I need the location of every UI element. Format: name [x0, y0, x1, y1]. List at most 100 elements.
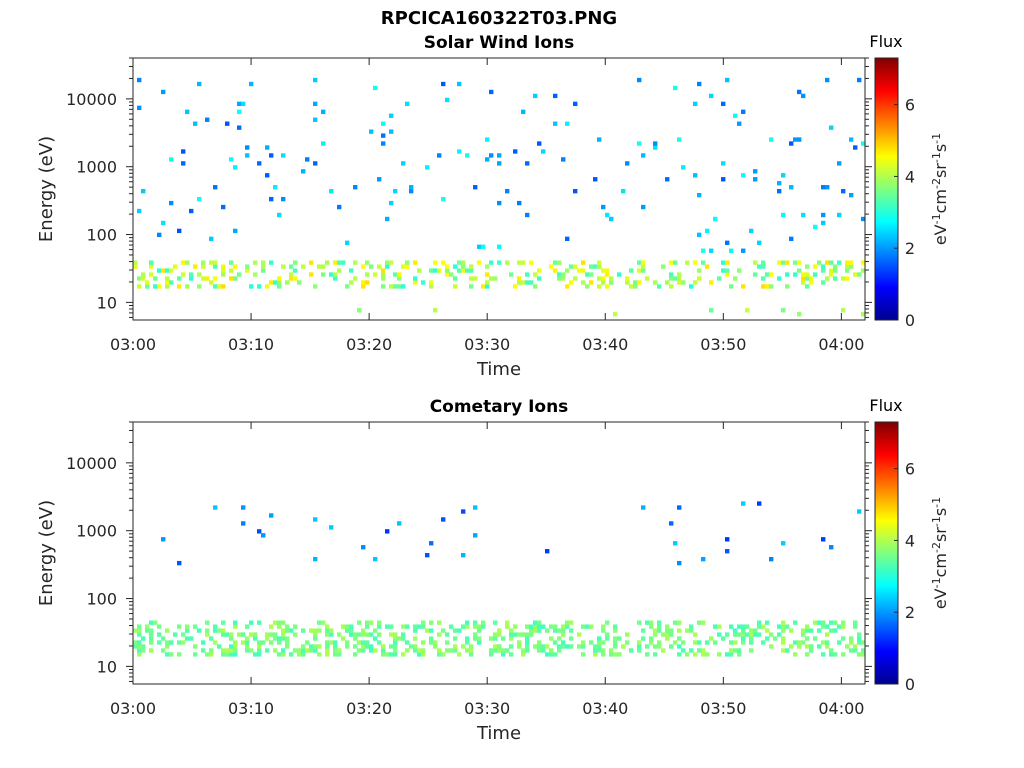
y-tick-label: 10	[97, 657, 117, 676]
heatmap-cell	[393, 284, 398, 289]
heatmap-cell	[769, 137, 774, 142]
heatmap-cell	[445, 272, 450, 277]
heatmap-cell	[165, 652, 170, 657]
heatmap-cell	[813, 272, 818, 277]
heatmap-cell	[733, 632, 738, 637]
heatmap-cell	[829, 272, 834, 277]
heatmap-cell	[517, 200, 522, 206]
heatmap-cell	[597, 636, 602, 641]
heatmap-cell	[177, 640, 182, 645]
heatmap-cell	[713, 640, 718, 645]
heatmap-cell	[157, 632, 162, 637]
heatmap-cell	[177, 228, 182, 234]
colorbar-title: Flux	[869, 32, 902, 51]
heatmap-cell	[829, 652, 834, 657]
heatmap-cell	[753, 260, 758, 265]
heatmap-cell	[637, 280, 642, 285]
heatmap-cell	[493, 648, 498, 653]
heatmap-cell	[525, 624, 530, 629]
heatmap-cell	[225, 121, 230, 126]
heatmap-cell	[429, 541, 434, 546]
heatmap-cell	[301, 169, 306, 174]
heatmap-cell	[505, 620, 510, 625]
heatmap-cell	[345, 240, 350, 245]
heatmap-cell	[477, 260, 482, 265]
heatmap-cell	[361, 264, 366, 269]
heatmap-cell	[565, 236, 570, 242]
heatmap-cell	[329, 628, 334, 633]
heatmap-cell	[485, 157, 490, 162]
heatmap-cell	[209, 280, 214, 285]
heatmap-cell	[577, 644, 582, 649]
heatmap-cell	[297, 280, 302, 285]
heatmap-cell	[213, 284, 218, 289]
heatmap-cell	[841, 620, 846, 625]
heatmap-cell	[333, 652, 338, 657]
heatmap-cell	[509, 272, 514, 277]
heatmap-cell	[701, 556, 706, 562]
heatmap-cell	[133, 640, 138, 645]
heatmap-cell	[677, 505, 682, 510]
heatmap-cell	[737, 648, 742, 653]
heatmap-cell	[605, 636, 610, 641]
heatmap-cell	[381, 272, 386, 277]
figure-title: RPCICA160322T03.PNG	[381, 8, 617, 29]
heatmap-cell	[721, 636, 726, 641]
heatmap-cell	[141, 636, 146, 641]
heatmap-cell	[221, 648, 226, 653]
heatmap-cell	[845, 644, 850, 649]
heatmap-cell	[729, 284, 734, 289]
panel-cometary: Cometary Ions 03:00 03:10 03:20 03:30 03:40 0…	[36, 396, 950, 744]
heatmap-cell	[557, 644, 562, 649]
heatmap-cell	[709, 308, 714, 313]
heatmap-cell	[785, 260, 790, 265]
heatmap-cell	[169, 268, 174, 273]
heatmap-cell	[457, 81, 462, 87]
heatmap-cell	[849, 192, 854, 198]
heatmap-cell	[361, 644, 366, 649]
heatmap-cell	[405, 624, 410, 629]
heatmap-cell	[725, 652, 730, 657]
heatmap-cell	[841, 636, 846, 641]
heatmap-cell	[425, 628, 430, 633]
heatmap-cell	[429, 284, 434, 289]
heatmap-cell	[757, 264, 762, 269]
heatmap-cell	[857, 509, 862, 514]
heatmap-cell	[585, 284, 590, 289]
heatmap-cell	[285, 628, 290, 633]
heatmap-cell	[201, 640, 206, 645]
heatmap-cell	[473, 636, 478, 641]
heatmap-cell	[525, 632, 530, 637]
heatmap-cell	[809, 280, 814, 285]
heatmap-cell	[429, 620, 434, 625]
heatmap-cell	[777, 189, 782, 194]
heatmap-cell	[277, 624, 282, 629]
heatmap-cell	[593, 177, 598, 182]
heatmap-cell	[541, 624, 546, 629]
heatmap-cell	[541, 644, 546, 649]
heatmap-cell	[645, 620, 650, 625]
y-axis: 10 100 1000 10000	[66, 57, 872, 318]
heatmap-cell	[425, 553, 430, 558]
heatmap-cell	[333, 648, 338, 653]
heatmap-cell	[325, 652, 330, 657]
heatmap-cell	[633, 284, 638, 289]
heatmap-cell	[633, 280, 638, 285]
heatmap-cell	[761, 284, 766, 289]
heatmap-cell	[133, 628, 138, 633]
heatmap-cell	[157, 268, 162, 273]
heatmap-cell	[661, 632, 666, 637]
heatmap-cell	[233, 620, 238, 625]
heatmap-cell	[749, 640, 754, 645]
heatmap-cell	[785, 272, 790, 277]
heatmap-cell	[337, 260, 342, 265]
heatmap-cell	[665, 632, 670, 637]
heatmap-cell	[181, 632, 186, 637]
heatmap-cell	[481, 284, 486, 289]
heatmap-cell	[493, 620, 498, 625]
heatmap-cell	[237, 125, 242, 130]
heatmap-cell	[841, 308, 846, 313]
heatmap-cell	[821, 624, 826, 629]
heatmap-cell	[329, 272, 334, 277]
heatmap-cell	[861, 216, 865, 222]
